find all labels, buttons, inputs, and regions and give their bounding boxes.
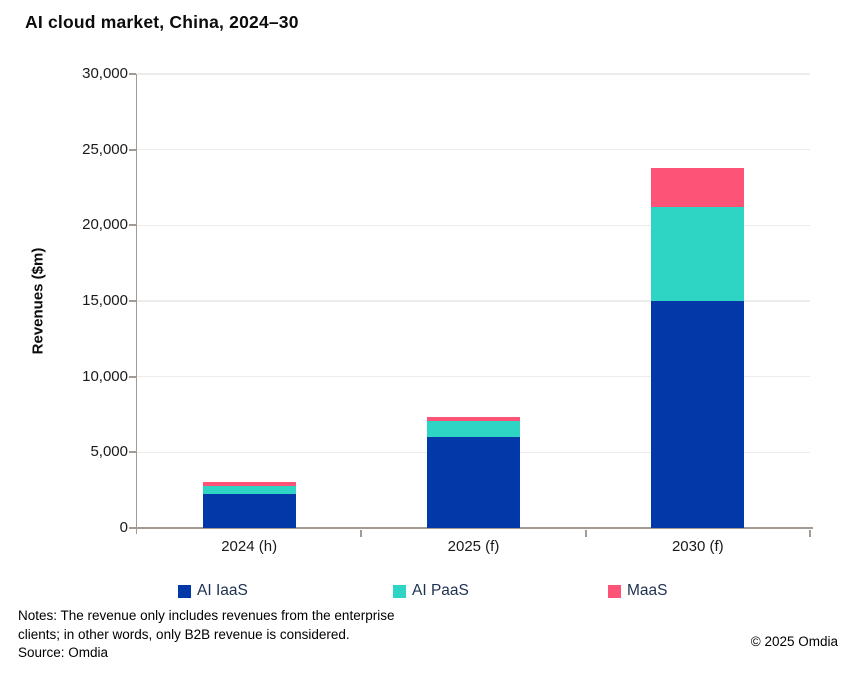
bar-segment-ai-iaas xyxy=(202,493,296,528)
legend-swatch-icon xyxy=(178,584,191,598)
legend-label: AI PaaS xyxy=(412,582,469,599)
y-tick-label: 20,000 xyxy=(82,216,128,234)
legend-item-maas: MaaS xyxy=(608,582,668,600)
source-line: Source: Omdia xyxy=(18,645,109,660)
bar-segment-ai-paas xyxy=(427,421,520,438)
gridline xyxy=(137,73,810,75)
chart-title: AI cloud market, China, 2024–30 xyxy=(25,12,299,32)
copyright: © 2025 Omdia xyxy=(750,634,838,649)
x-tick-mark xyxy=(584,529,587,537)
legend-swatch-icon xyxy=(608,584,621,598)
bar-segment-maas xyxy=(651,167,745,208)
x-category-label: 2025 (f) xyxy=(447,538,500,555)
y-tick-mark xyxy=(129,527,136,529)
y-tick-label: 30,000 xyxy=(82,65,128,82)
y-tick-label: 10,000 xyxy=(82,367,128,385)
x-category-label: 2030 (f) xyxy=(671,538,724,555)
footnotes: Notes: The revenue only includes revenue… xyxy=(18,607,394,663)
legend-swatch-icon xyxy=(393,584,406,598)
y-tick-mark xyxy=(129,148,136,151)
bar-segment-ai-iaas xyxy=(427,437,520,528)
y-tick-label: 15,000 xyxy=(82,292,128,309)
x-tick-mark xyxy=(809,529,811,537)
y-tick-label: 25,000 xyxy=(82,140,128,158)
y-tick-mark xyxy=(129,300,136,302)
y-tick-mark xyxy=(129,73,136,75)
legend-item-ai-iaas: AI IaaS xyxy=(178,582,248,600)
notes-line-2: clients; in other words, only B2B revenu… xyxy=(18,626,350,642)
gridline xyxy=(137,224,810,227)
bar-segment-ai-paas xyxy=(651,207,745,301)
x-tick-mark xyxy=(360,529,363,537)
y-tick-label: 0 xyxy=(119,519,128,536)
y-tick-mark xyxy=(129,451,136,454)
bar-segment-maas xyxy=(202,481,296,487)
y-tick-mark xyxy=(129,375,136,378)
y-axis-line xyxy=(135,74,138,534)
y-tick-mark xyxy=(129,224,136,227)
legend-item-ai-paas: AI PaaS xyxy=(393,582,469,600)
x-category-label: 2024 (h) xyxy=(221,538,278,555)
y-tick-label: 5,000 xyxy=(90,443,128,461)
gridline xyxy=(137,300,810,302)
legend-label: MaaS xyxy=(627,582,668,599)
gridline xyxy=(137,148,810,151)
bar-segment-maas xyxy=(427,416,520,422)
notes-line-1: Notes: The revenue only includes revenue… xyxy=(18,608,395,623)
gridline xyxy=(137,375,810,378)
bar-segment-ai-iaas xyxy=(651,301,745,528)
bar-segment-ai-paas xyxy=(202,486,296,494)
legend-label: AI IaaS xyxy=(197,582,248,599)
